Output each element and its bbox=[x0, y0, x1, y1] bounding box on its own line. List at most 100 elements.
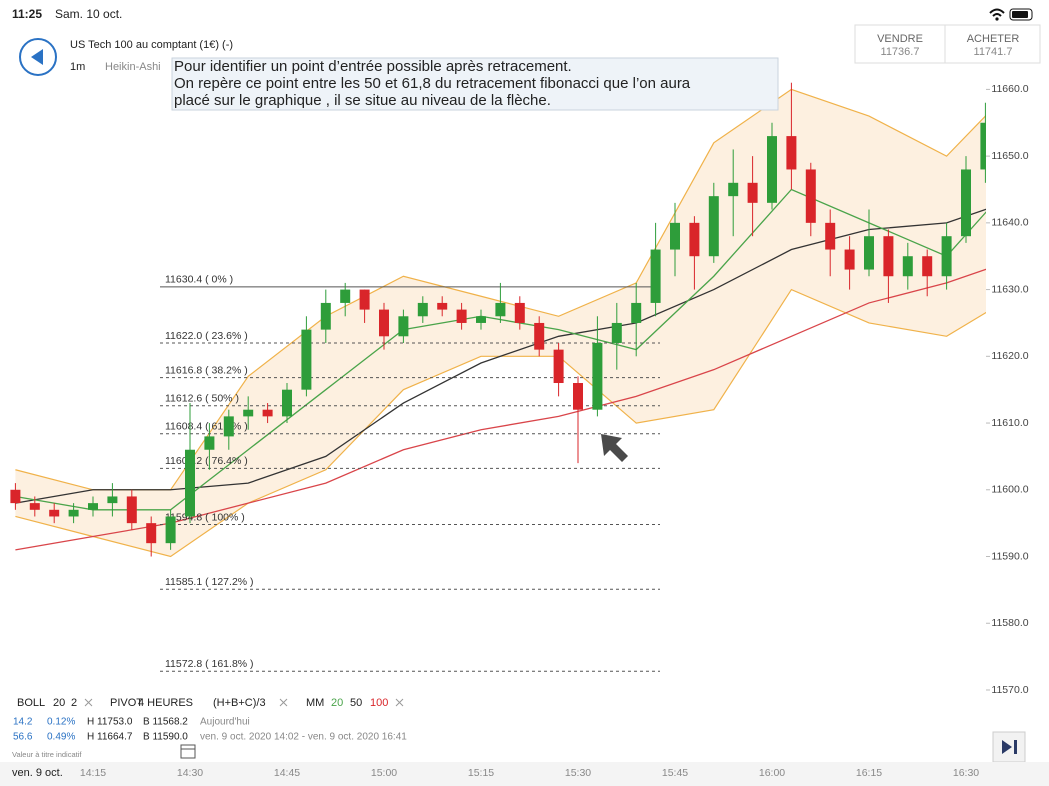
candle-body bbox=[456, 309, 467, 323]
candle-body bbox=[611, 322, 622, 343]
battery-level bbox=[1012, 11, 1028, 18]
x-tick-label: 16:15 bbox=[856, 767, 882, 779]
high: H 11664.7 bbox=[87, 732, 133, 743]
candle-body bbox=[573, 383, 583, 410]
candle-body bbox=[243, 409, 254, 417]
interval[interactable]: 1m bbox=[70, 61, 85, 73]
candle-body bbox=[476, 316, 486, 323]
y-tick-label: 11640.0 bbox=[991, 217, 1028, 229]
close-icon[interactable] bbox=[395, 698, 404, 707]
candle-body bbox=[126, 496, 137, 524]
candle-body bbox=[922, 256, 933, 277]
sell-price[interactable]: 11736.7 bbox=[881, 46, 920, 58]
pivot-value: 14.2 bbox=[13, 717, 33, 728]
candle-body bbox=[29, 503, 40, 510]
bollinger-lower bbox=[15, 288, 986, 558]
candle-body bbox=[708, 196, 719, 257]
sell-label[interactable]: VENDRE bbox=[877, 33, 923, 45]
indicator-values: 14.2 0.12% H 11753.0 B 11568.2 Aujourd'h… bbox=[13, 717, 407, 743]
period: Aujourd'hui bbox=[200, 717, 250, 728]
x-tick-label: 16:30 bbox=[953, 767, 979, 779]
y-tick-label: 11610.0 bbox=[991, 417, 1028, 429]
candle-body bbox=[864, 236, 874, 270]
candle-body bbox=[146, 523, 157, 544]
fib-label: 11603.2 ( 76.4% ) bbox=[165, 455, 248, 467]
fib-label: 11612.6 ( 50% ) bbox=[165, 392, 239, 404]
x-tick-label: 15:00 bbox=[371, 767, 397, 779]
y-tick-label: 11570.0 bbox=[991, 684, 1028, 696]
annotation-box bbox=[171, 57, 779, 111]
annotation-line: Pour identifier un point d’entrée possib… bbox=[174, 58, 572, 75]
battery-icon bbox=[1009, 8, 1033, 21]
candle-body bbox=[941, 236, 952, 277]
candle-body bbox=[592, 342, 603, 410]
entry-arrow bbox=[601, 434, 628, 462]
moving-average bbox=[15, 208, 986, 504]
candle-body bbox=[340, 289, 351, 303]
pivot-value: 56.6 bbox=[13, 732, 33, 743]
candle-body bbox=[980, 122, 986, 170]
candle-body bbox=[902, 256, 913, 277]
boll-label[interactable]: BOLL bbox=[17, 697, 45, 709]
candle-body bbox=[728, 182, 739, 197]
disclaimer: Valeur à titre indicatif bbox=[12, 750, 82, 759]
candle-body bbox=[805, 169, 816, 223]
buy-label[interactable]: ACHETER bbox=[967, 33, 1020, 45]
candle-body bbox=[359, 289, 370, 310]
mm-period: 100 bbox=[370, 697, 388, 709]
x-tick-label: 14:15 bbox=[80, 767, 106, 779]
close-icon[interactable] bbox=[279, 698, 288, 707]
mm-period: 50 bbox=[350, 697, 362, 709]
x-tick-label: 15:45 bbox=[662, 767, 688, 779]
x-tick-label: 14:30 bbox=[177, 767, 203, 779]
y-tick-label: 11580.0 bbox=[991, 617, 1028, 629]
candle-body bbox=[282, 389, 292, 417]
candle-body bbox=[883, 236, 894, 277]
candle-body bbox=[553, 349, 564, 384]
pivot-pct: 0.12% bbox=[47, 717, 75, 728]
candle-body bbox=[495, 302, 506, 317]
candle-body bbox=[631, 302, 642, 323]
candle-body bbox=[398, 316, 409, 337]
clock: 11:25 bbox=[12, 7, 42, 21]
x-tick-label: 15:15 bbox=[468, 767, 494, 779]
x-tick-label: 16:00 bbox=[759, 767, 785, 779]
instrument-name: US Tech 100 au comptant (1€) (-) bbox=[70, 39, 233, 51]
time-axis bbox=[0, 762, 1049, 786]
candle-body bbox=[961, 169, 971, 237]
boll-period: 20 bbox=[53, 697, 65, 709]
low: B 11590.0 bbox=[143, 732, 188, 743]
candle-body bbox=[670, 222, 680, 250]
wifi-icon bbox=[989, 8, 1005, 17]
y-tick-label: 11660.0 bbox=[991, 83, 1028, 95]
fib-label: 11630.4 ( 0% ) bbox=[165, 274, 233, 286]
candle-body bbox=[747, 182, 758, 203]
candle-body bbox=[514, 302, 525, 323]
pivot-label[interactable]: PIVOT bbox=[110, 697, 143, 709]
date-label: ven. 9 oct. bbox=[12, 767, 63, 779]
pivot-formula: (H+B+C)/3 bbox=[213, 697, 266, 709]
calendar-icon[interactable] bbox=[180, 744, 196, 759]
fib-label: 11616.8 ( 38.2% ) bbox=[165, 364, 248, 376]
fib-label: 11622.0 ( 23.6% ) bbox=[165, 330, 248, 342]
fib-label: 11572.8 ( 161.8% ) bbox=[165, 658, 254, 670]
chart-style[interactable]: Heikin-Ashi bbox=[105, 61, 161, 73]
mm-label[interactable]: MM bbox=[306, 697, 324, 709]
candle-body bbox=[185, 449, 195, 517]
pivot-period: 4 HEURES bbox=[138, 697, 193, 709]
candle-body bbox=[165, 516, 176, 544]
y-tick-label: 11630.0 bbox=[991, 283, 1028, 295]
wifi-dot bbox=[995, 17, 999, 21]
annotation-line: placé sur le graphique , il se situe au … bbox=[174, 92, 551, 109]
candle-body bbox=[204, 436, 215, 450]
period: ven. 9 oct. 2020 14:02 - ven. 9 oct. 202… bbox=[200, 732, 407, 743]
candle-body bbox=[689, 222, 700, 257]
candle-body bbox=[320, 302, 331, 330]
candle-body bbox=[68, 509, 79, 517]
candle-body bbox=[767, 136, 777, 203]
candle-body bbox=[437, 302, 448, 310]
moving-average bbox=[15, 268, 986, 551]
buy-price[interactable]: 11741.7 bbox=[974, 46, 1013, 58]
close-icon[interactable] bbox=[84, 698, 93, 707]
